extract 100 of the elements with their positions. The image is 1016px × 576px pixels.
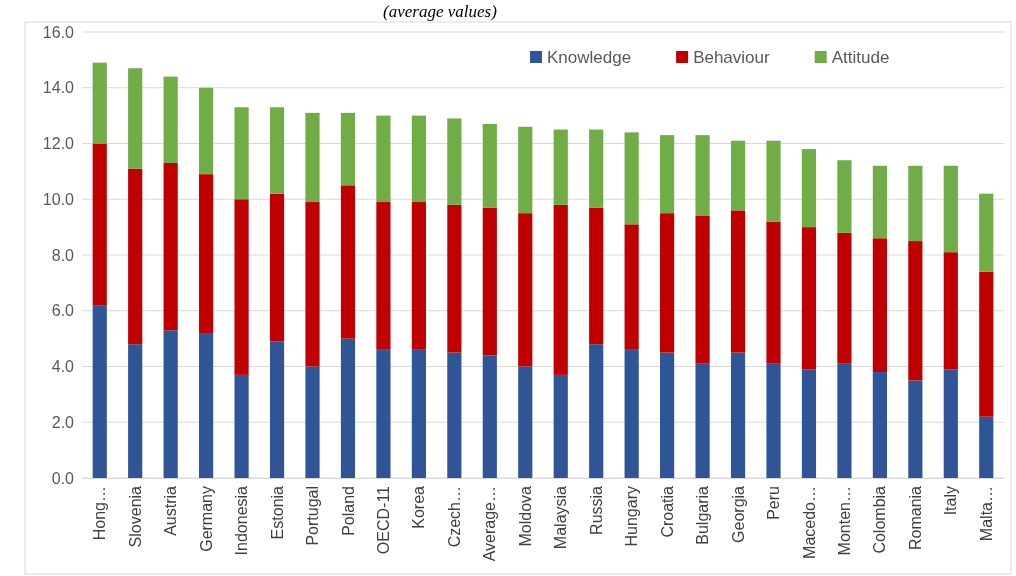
bar [908, 380, 923, 478]
x-tick-label: Malta… [977, 486, 995, 542]
bar [624, 132, 639, 225]
bar [518, 366, 533, 478]
x-tick-label: Czech… [445, 486, 463, 548]
bar [730, 352, 746, 478]
x-tick-label: Croatia [658, 485, 676, 538]
x-tick-label: Portugal [304, 486, 322, 546]
chart-subtitle: (average values) [383, 2, 498, 21]
bar [234, 199, 249, 375]
x-tick-label: Russia [587, 485, 605, 535]
bar [766, 363, 781, 478]
bar [447, 204, 462, 353]
bar [553, 374, 568, 478]
bar [553, 204, 568, 375]
bar [518, 126, 533, 214]
bar [128, 168, 143, 345]
bar [801, 227, 817, 370]
bar [979, 193, 994, 272]
bar [128, 68, 143, 169]
bar [340, 112, 356, 186]
bar [305, 112, 320, 203]
bar [411, 202, 426, 350]
bar [340, 338, 356, 478]
bar [908, 241, 923, 381]
bar [837, 363, 852, 478]
bar [163, 330, 178, 478]
bar [163, 76, 178, 164]
bar [92, 305, 107, 478]
bar [589, 129, 604, 208]
x-tick-label: Georgia [729, 485, 747, 543]
bar [482, 355, 497, 478]
x-tick-label: Romania [906, 485, 924, 551]
x-tick-label: Estonia [268, 485, 286, 540]
x-tick-label: Colombia [871, 485, 889, 554]
bar [128, 344, 143, 478]
bar [482, 207, 497, 356]
bar [695, 215, 710, 364]
bar [730, 210, 746, 353]
y-tick-label: 6.0 [51, 302, 75, 320]
y-tick-label: 12.0 [42, 135, 75, 153]
bar [447, 352, 462, 478]
y-tick-label: 10.0 [42, 190, 75, 208]
x-tick-label: Hungary [623, 486, 641, 547]
bar [269, 107, 285, 194]
bar [234, 374, 249, 478]
y-tick-label: 16.0 [42, 23, 75, 41]
bar [163, 163, 178, 331]
bar [943, 252, 958, 370]
bar [589, 207, 604, 345]
bar [837, 232, 852, 364]
bar [979, 416, 994, 478]
x-tick-label: Indonesia [233, 485, 251, 556]
bar [624, 224, 639, 350]
bar [695, 363, 710, 478]
bar [730, 140, 746, 211]
bar [411, 349, 426, 478]
bar [92, 62, 107, 144]
x-tick-label: Germany [197, 486, 215, 552]
bar [872, 238, 887, 373]
bar [872, 165, 887, 239]
bar [943, 369, 958, 478]
x-tick-label: Korea [410, 485, 428, 529]
bar [199, 333, 214, 478]
bar [766, 140, 781, 222]
bar [305, 366, 320, 478]
y-tick-label: 8.0 [51, 246, 75, 264]
y-tick-label: 0.0 [51, 469, 75, 487]
bar [695, 135, 710, 216]
bar [943, 165, 958, 253]
x-tick-label: Macedo… [800, 486, 818, 559]
bar [766, 221, 781, 364]
bar [837, 160, 852, 233]
x-tick-label: Peru [765, 486, 783, 520]
x-tick-label: Italy [942, 486, 960, 516]
x-tick-label: Average… [481, 486, 499, 562]
bar [376, 202, 391, 350]
bar [305, 202, 320, 367]
bar [199, 174, 214, 334]
x-tick-label: Monten… [836, 486, 854, 556]
bar [482, 123, 497, 208]
bar [908, 165, 923, 242]
bar [589, 344, 604, 478]
legend-label: Behaviour [693, 47, 771, 67]
y-tick-label: 14.0 [42, 79, 75, 97]
bar [269, 193, 285, 342]
x-tick-label: Slovenia [126, 485, 144, 548]
bar [801, 149, 817, 228]
bar [518, 213, 533, 367]
x-tick-label: Poland [339, 486, 357, 536]
x-tick-label: OECD-11 [375, 485, 393, 555]
bar [376, 115, 391, 203]
bar [376, 349, 391, 478]
bar [801, 369, 817, 478]
y-tick-label: 2.0 [51, 413, 75, 431]
y-tick-label: 4.0 [51, 358, 75, 376]
bar [340, 185, 356, 339]
legend-label: Knowledge [547, 47, 632, 67]
bar [269, 341, 285, 478]
bar [553, 129, 568, 205]
